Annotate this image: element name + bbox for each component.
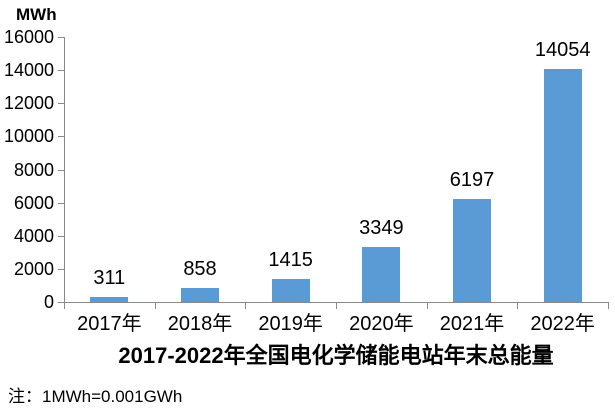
x-axis-tick-mark (336, 303, 337, 309)
bar-2019年 (271, 278, 310, 302)
y-axis-tick-mark (58, 70, 64, 72)
x-axis-tick-mark (517, 303, 519, 309)
y-axis-tick-label: 6000 (13, 192, 54, 213)
y-axis-tick-mark (58, 169, 64, 171)
x-axis-label: 2017年 (77, 313, 142, 335)
bar-2018年 (181, 287, 219, 302)
y-axis-tick-mark (58, 235, 64, 237)
data-label: 3349 (359, 216, 404, 239)
y-axis-unit-label: MWh (16, 5, 57, 24)
x-axis-tick-mark (426, 303, 428, 309)
y-axis-tick-mark (58, 202, 64, 204)
x-axis-tick-mark (154, 303, 156, 309)
data-label: 14054 (534, 39, 591, 62)
bar-2021年 (453, 199, 491, 302)
y-axis-tick-mark (58, 37, 64, 38)
y-axis-tick-label: 16000 (3, 27, 54, 47)
data-label: 6197 (449, 169, 495, 192)
x-axis-label: 2018年 (167, 313, 233, 335)
x-axis-label: 2020年 (349, 313, 414, 335)
data-label: 1415 (268, 248, 313, 271)
x-axis-tick-mark (64, 303, 65, 309)
x-axis-label: 2021年 (439, 313, 505, 335)
x-axis-label: 2019年 (258, 313, 323, 335)
y-axis-tick-mark (58, 136, 64, 138)
chart-title: 2017-2022年全国电化学储能电站年末总能量 (118, 343, 554, 368)
x-axis-label: 2022年 (530, 313, 595, 335)
y-axis-tick-mark (58, 103, 64, 105)
x-axis-tick-mark (608, 303, 609, 309)
y-axis-tick-mark (58, 302, 64, 303)
y-axis-tick-label: 14000 (3, 60, 54, 81)
plot-area (64, 37, 609, 303)
bar-2017年 (90, 296, 129, 302)
y-axis-tick-label: 12000 (3, 93, 54, 114)
x-axis-tick-mark (245, 303, 247, 309)
y-axis-tick-mark (58, 268, 64, 270)
footnote: 注：1MWh=0.001GWh (8, 387, 183, 406)
y-axis-tick-label: 0 (43, 292, 54, 312)
data-label: 311 (93, 266, 126, 289)
y-axis-tick-label: 10000 (3, 126, 54, 147)
y-axis-tick-label: 4000 (13, 225, 54, 246)
y-axis-tick-label: 8000 (13, 159, 54, 180)
data-label: 858 (183, 257, 217, 280)
y-axis-tick-label: 2000 (13, 258, 54, 279)
bar-2022年 (543, 69, 582, 302)
bar-2020年 (362, 246, 401, 302)
